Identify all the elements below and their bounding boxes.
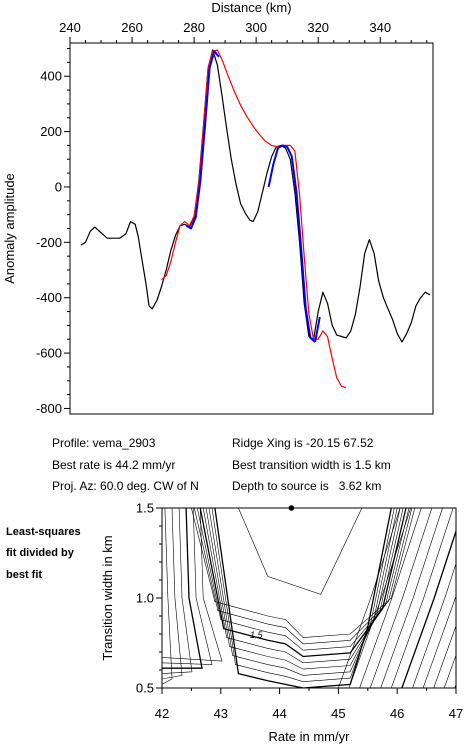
profile-y-tick-label: -200 [36,235,62,250]
contour-x-ticks: 42 43 44 45 46 47 [155,688,463,721]
side-note-line-2: fit divided by [6,547,75,559]
side-note: Least-squares fit divided by best fit [6,526,81,581]
profile-series-line-fitted [314,316,321,343]
contour-line [348,508,411,688]
side-note-line-1: Least-squares [6,526,81,538]
contour-line [162,508,203,669]
contour-line [454,683,456,688]
contour-x-tick-label: 44 [272,706,286,721]
best-fit-point [288,505,295,511]
profile-series-line-fitted [267,144,316,343]
profile-name-text: Profile: vema_2903 [52,436,156,450]
contour-line [338,508,401,688]
contour-x-tick-label: 46 [390,706,404,721]
contour-line [412,562,456,688]
contour-line [162,508,193,674]
contour-line [162,508,223,662]
contour-y-tick-label: 0.5 [136,681,154,696]
profile-x-tick-label: 320 [307,20,329,35]
profile-series [80,49,431,389]
contour-line [205,508,401,670]
profile-y-tick-label: 0 [55,179,62,194]
profile-y-tick-label: -800 [36,401,62,416]
profile-y-ticks: 400 200 0 -200 -400 -600 -800 [36,48,70,416]
profile-y-axis-title: Anomaly amplitude [2,173,17,284]
contour-line [162,508,183,680]
best-transition-text: Best transition width is 1.5 km [232,458,391,472]
profile-x-ticks: 240 260 280 300 320 340 [59,20,428,43]
profile-plot-frame [69,42,434,415]
contour-line [194,508,413,645]
contour-line [191,508,416,638]
profile-y-tick-label: -400 [36,290,62,305]
contour-line [208,508,398,676]
contour-line [433,624,456,688]
profile-info-block: Profile: vema_2903 Best rate is 44.2 mm/… [52,436,391,493]
depth-to-source-text: Depth to source is 3.62 km [232,479,381,493]
contour-x-axis-title: Rate in mm/yr [269,729,351,744]
contour-x-tick-label: 47 [449,706,463,721]
contour-x-tick-label: 43 [214,706,228,721]
ridge-crossing-text: Ridge Xing is -20.15 67.52 [232,436,374,450]
anomaly-profile-chart: 240 260 280 300 320 340 400 200 0 -200 -400 -600 -8… [2,0,434,416]
profile-y-tick-label: 200 [40,124,62,139]
contour-x-tick-label: 45 [331,706,345,721]
contour-line [443,654,456,688]
contour-y-ticks: 0.5 1.0 1.5 [136,501,162,696]
profile-series-line-model [161,49,347,389]
best-rate-text: Best rate is 44.2 mm/yr [52,458,175,472]
profile-x-tick-label: 340 [369,20,391,35]
projection-azimuth-text: Proj. Az: 60.0 deg. CW of N [52,479,199,493]
profile-y-tick-label: -600 [36,346,62,361]
contour-line [391,508,454,688]
profile-series-line-observed [80,49,431,343]
contour-line [401,529,456,688]
contour-line [422,595,456,688]
profile-x-axis-title: Distance (km) [211,0,291,15]
contour-line [369,508,433,688]
profile-x-tick-label: 280 [183,20,205,35]
contour-y-tick-label: 1.0 [136,591,154,606]
side-note-line-3: best fit [6,569,42,581]
contour-line [214,508,392,688]
contour-line [238,508,363,595]
contour-y-tick-label: 1.5 [136,501,154,516]
contour-line [380,508,443,688]
profile-x-tick-label: 300 [245,20,267,35]
profile-x-tick-label: 260 [121,20,143,35]
profile-y-tick-label: 400 [40,69,62,84]
contour-x-tick-label: 42 [155,706,169,721]
profile-x-tick-label: 240 [59,20,81,35]
contour-lines [162,508,456,688]
contour-line [162,508,173,685]
contour-line [359,508,422,688]
contour-line [211,508,395,683]
contour-line [162,508,213,665]
misfit-contour-chart: 42 43 44 45 46 47 0.5 1.0 1.5 1.5 Rate in mm/yr… [100,501,463,745]
profile-series-line-fitted [185,50,220,230]
contour-y-axis-title: Transition width in km [100,535,115,660]
contour-label: 1.5 [250,630,264,640]
